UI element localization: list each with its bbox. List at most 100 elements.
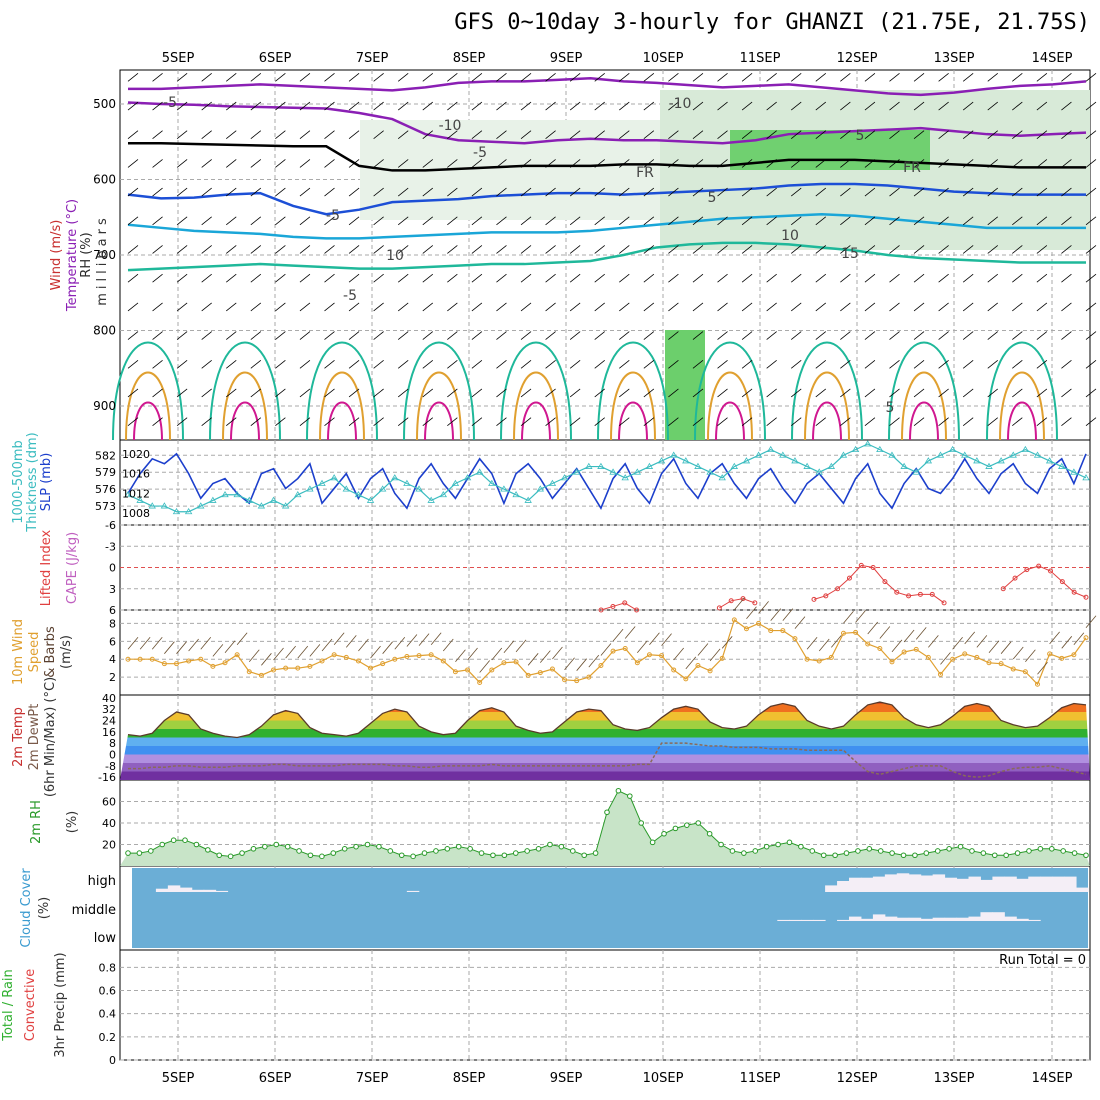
wind-barb [447, 331, 458, 340]
wind-barb-10m [430, 632, 442, 645]
wind-barb [1036, 359, 1048, 369]
wind-barb [840, 273, 851, 283]
wind-barb-10m [782, 608, 794, 621]
wind-barb [348, 417, 360, 426]
thickness-marker [985, 462, 993, 469]
wind-barb-10m [685, 656, 697, 670]
wind-barb [864, 359, 876, 369]
pressure-axis-label: millibars [95, 214, 110, 305]
cloud-bar [980, 879, 993, 892]
wind-speed-point [392, 656, 398, 662]
thickness-marker [548, 479, 557, 486]
wind-barb [496, 130, 507, 140]
isotherm-loop [306, 341, 378, 441]
wind-barb [373, 101, 384, 111]
wind-speed-point [246, 669, 252, 675]
isotherm-line [127, 101, 1087, 145]
wind-barb [176, 388, 188, 398]
thickness-marker [803, 462, 811, 469]
wind-barb [201, 216, 212, 226]
wind-barb [741, 159, 753, 168]
side-label-stability: CAPE (J/kg) [65, 532, 80, 604]
wind-barb [619, 216, 630, 226]
wind-barb [250, 417, 262, 426]
wind-barb [1012, 273, 1023, 283]
wind-barb [889, 245, 900, 254]
rh-point [159, 841, 166, 848]
wind-barb [348, 302, 360, 312]
rh-point [444, 846, 451, 852]
wind-barb-10m [297, 645, 309, 659]
temp-tick-label: -8 [105, 760, 116, 773]
wind-barb [299, 302, 311, 312]
wind-speed-point [816, 658, 822, 664]
thickness-marker [294, 491, 302, 498]
wind-barb [397, 73, 409, 82]
temp-band [120, 754, 1090, 763]
wind-barb-10m [1000, 641, 1012, 654]
wind-barb [668, 187, 679, 197]
rh-point [798, 843, 804, 850]
rh-point [980, 850, 987, 856]
thickness-marker [512, 491, 520, 498]
rh-point [387, 848, 394, 854]
wind-barb [569, 273, 581, 283]
wind-barb [840, 216, 851, 226]
wind-barb [619, 388, 630, 398]
wind-barb-10m [164, 641, 175, 654]
precip-tick-label: 0.2 [99, 1031, 117, 1044]
wind-speed-point [368, 665, 374, 671]
wind-barb [668, 245, 679, 254]
wind-barb [1036, 245, 1048, 254]
wind-barb-10m [770, 608, 782, 621]
thickness-marker [124, 491, 132, 498]
wind-barb-10m [127, 636, 139, 650]
side-label-stability: Lifted Index [39, 529, 54, 606]
rh-point [512, 850, 519, 856]
thickness-marker [366, 496, 375, 503]
wind-barb [692, 159, 704, 168]
bottom-date-label: 9SEP [550, 1071, 583, 1086]
wind-barb [201, 73, 212, 82]
wind-barb [938, 73, 949, 82]
wind-barb [864, 245, 876, 254]
wind-speed-point [161, 661, 167, 667]
wind-barb [815, 273, 827, 283]
wind-barb [1012, 245, 1023, 254]
wind-barb [496, 417, 507, 426]
wind-barb [913, 245, 925, 254]
wind-speed-point [598, 662, 604, 668]
wind-barb [201, 159, 212, 168]
wind-barb [668, 101, 679, 111]
temp-tick-label: 0 [109, 749, 116, 762]
wind-barb [619, 187, 630, 197]
wind-barb [1085, 130, 1097, 140]
wind-barb [127, 216, 139, 226]
rh-point [193, 841, 200, 848]
wind-barb [422, 73, 434, 82]
wind-barb [962, 359, 974, 369]
cloud-bar [789, 919, 802, 921]
wind-barb-10m [321, 638, 333, 652]
wind-barb [520, 159, 532, 168]
wind-barb [176, 302, 188, 312]
wind-barb [692, 187, 704, 197]
thickness-tick-label: 579 [95, 466, 116, 479]
temp-line [127, 701, 1087, 739]
wind-barb [324, 101, 335, 111]
wind-barb-10m [661, 633, 672, 646]
pressure-tick-label: 600 [93, 172, 116, 186]
wind-barb [176, 359, 188, 369]
wind-barb [422, 388, 434, 398]
wind-barb [643, 359, 655, 369]
wind-barb [127, 331, 139, 340]
rh-point [604, 809, 610, 816]
wind-speed-point [331, 652, 337, 658]
wind-barb [152, 388, 163, 398]
wind-barb [643, 245, 655, 254]
wind-barb [1085, 331, 1097, 340]
cloud-level-label: high [88, 874, 116, 889]
wind-barb [594, 245, 605, 254]
thickness-marker [572, 468, 581, 475]
wind-barb [668, 73, 679, 82]
